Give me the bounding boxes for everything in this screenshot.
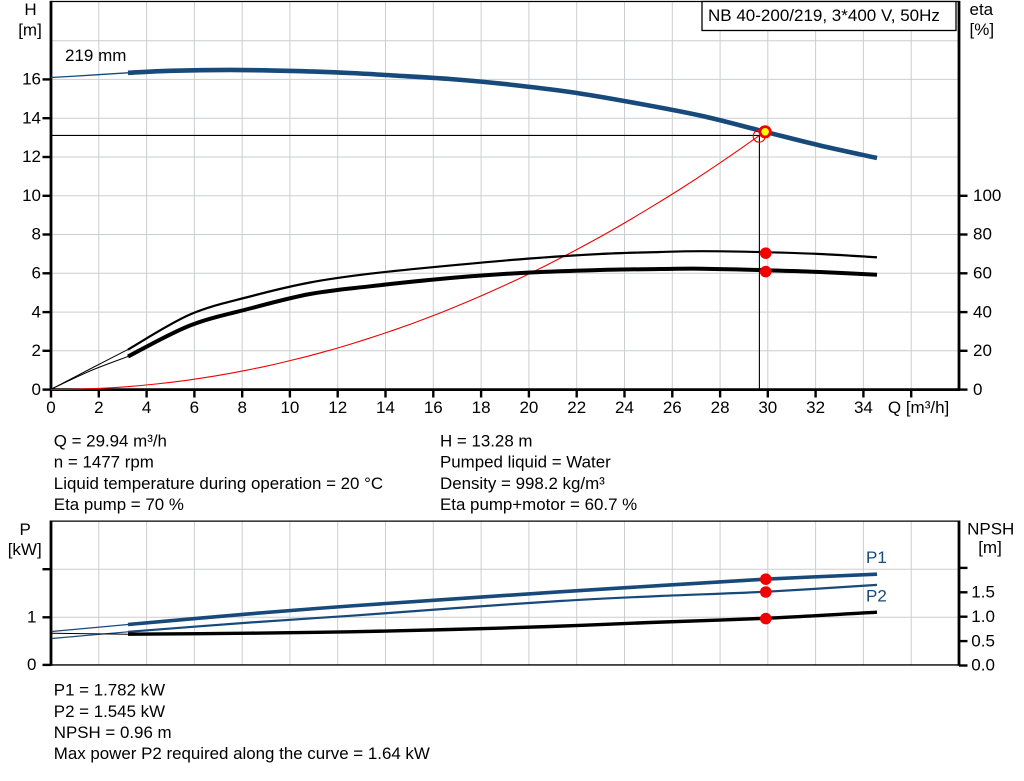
svg-text:1.0: 1.0 xyxy=(971,607,995,626)
svg-text:2: 2 xyxy=(32,341,41,360)
svg-text:[%]: [%] xyxy=(970,20,995,39)
svg-text:6: 6 xyxy=(32,264,41,283)
svg-text:Pumped liquid = Water: Pumped liquid = Water xyxy=(440,453,611,472)
svg-text:[m]: [m] xyxy=(978,538,1002,557)
svg-text:P2: P2 xyxy=(866,587,887,606)
svg-text:NB 40-200/219, 3*400 V, 50Hz: NB 40-200/219, 3*400 V, 50Hz xyxy=(708,6,940,25)
svg-text:Liquid temperature during oper: Liquid temperature during operation = 20… xyxy=(54,474,383,493)
svg-text:0.5: 0.5 xyxy=(971,631,995,650)
svg-text:12: 12 xyxy=(328,398,347,417)
svg-text:[kW]: [kW] xyxy=(8,540,42,559)
svg-text:P2 = 1.545 kW: P2 = 1.545 kW xyxy=(54,702,165,721)
svg-text:28: 28 xyxy=(711,398,730,417)
svg-text:8: 8 xyxy=(237,398,246,417)
svg-text:n = 1477 rpm: n = 1477 rpm xyxy=(54,453,154,472)
svg-text:0: 0 xyxy=(27,655,36,674)
svg-text:80: 80 xyxy=(973,225,992,244)
svg-text:12: 12 xyxy=(22,147,41,166)
svg-text:Q = 29.94 m³/h: Q = 29.94 m³/h xyxy=(54,432,167,451)
svg-text:32: 32 xyxy=(806,398,825,417)
svg-text:18: 18 xyxy=(472,398,491,417)
svg-text:8: 8 xyxy=(32,225,41,244)
svg-text:10: 10 xyxy=(22,186,41,205)
svg-text:[m]: [m] xyxy=(18,20,42,39)
svg-text:6: 6 xyxy=(190,398,199,417)
svg-text:4: 4 xyxy=(142,398,151,417)
svg-text:4: 4 xyxy=(32,302,41,321)
svg-text:0: 0 xyxy=(973,380,982,399)
svg-text:24: 24 xyxy=(615,398,634,417)
svg-text:P: P xyxy=(20,520,31,539)
svg-text:H = 13.28 m: H = 13.28 m xyxy=(440,432,532,451)
svg-text:14: 14 xyxy=(22,108,41,127)
svg-text:20: 20 xyxy=(519,398,538,417)
svg-text:0.0: 0.0 xyxy=(971,656,995,675)
svg-text:100: 100 xyxy=(973,186,1001,205)
svg-text:40: 40 xyxy=(973,302,992,321)
svg-text:30: 30 xyxy=(758,398,777,417)
svg-text:0: 0 xyxy=(32,380,41,399)
svg-text:2: 2 xyxy=(94,398,103,417)
svg-text:20: 20 xyxy=(973,341,992,360)
svg-text:219 mm: 219 mm xyxy=(65,46,126,65)
svg-text:16: 16 xyxy=(22,70,41,89)
svg-text:P1: P1 xyxy=(866,548,887,567)
svg-text:22: 22 xyxy=(567,398,586,417)
svg-text:0: 0 xyxy=(46,398,55,417)
svg-text:1: 1 xyxy=(27,608,36,627)
svg-text:Q [m³/h]: Q [m³/h] xyxy=(888,398,949,417)
svg-text:eta: eta xyxy=(970,0,994,19)
svg-text:Eta pump = 70 %: Eta pump = 70 % xyxy=(54,495,184,514)
svg-text:NPSH = 0.96 m: NPSH = 0.96 m xyxy=(54,723,172,742)
svg-text:Eta pump+motor = 60.7 %: Eta pump+motor = 60.7 % xyxy=(440,495,637,514)
svg-text:60: 60 xyxy=(973,264,992,283)
svg-text:1.5: 1.5 xyxy=(971,583,995,602)
svg-text:14: 14 xyxy=(376,398,395,417)
svg-text:26: 26 xyxy=(663,398,682,417)
svg-text:NPSH: NPSH xyxy=(967,520,1014,539)
svg-text:H: H xyxy=(24,0,36,19)
svg-text:Max power P2 required along th: Max power P2 required along the curve = … xyxy=(54,744,430,763)
svg-text:16: 16 xyxy=(424,398,443,417)
svg-text:P1 = 1.782 kW: P1 = 1.782 kW xyxy=(54,681,165,700)
svg-text:10: 10 xyxy=(280,398,299,417)
svg-text:Density = 998.2 kg/m³: Density = 998.2 kg/m³ xyxy=(440,474,605,493)
svg-text:34: 34 xyxy=(854,398,873,417)
